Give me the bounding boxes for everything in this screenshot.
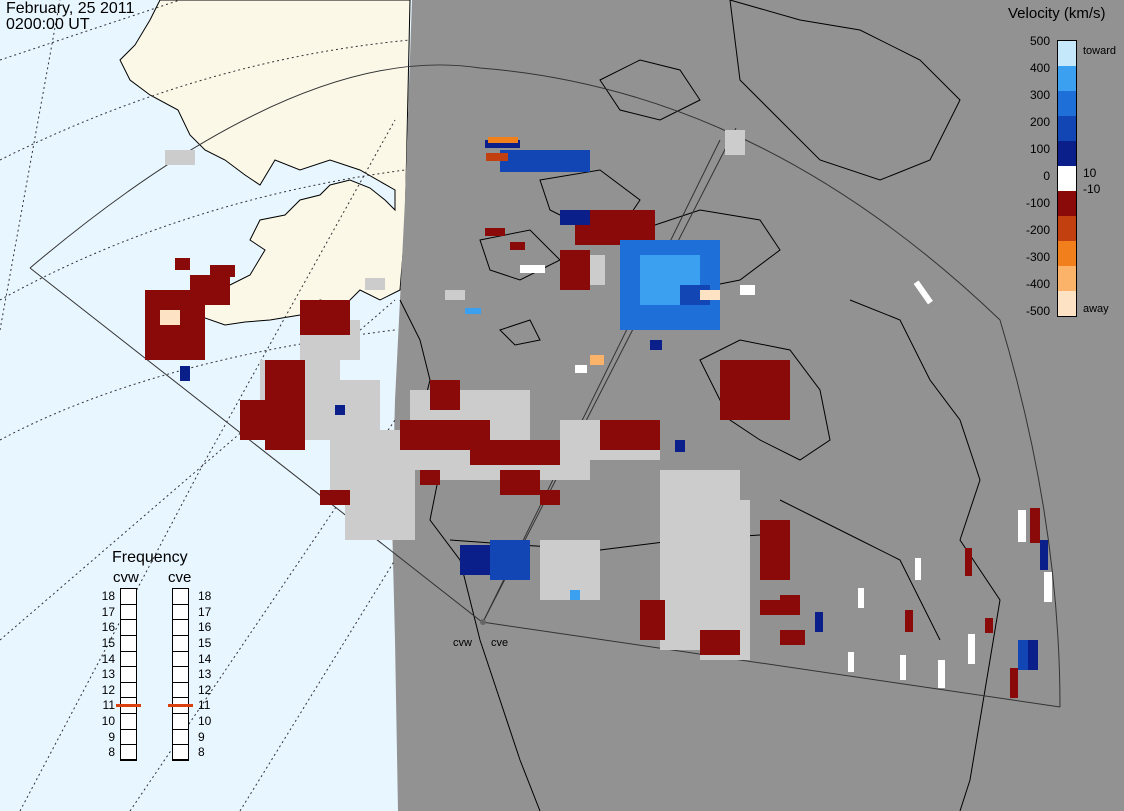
frequency-scale-label-right: 11 [198, 698, 211, 713]
frequency-scale-label-left: 16 [101, 620, 115, 635]
frequency-scale-label-left: 10 [101, 714, 115, 729]
colorbar-away-label: away [1083, 303, 1109, 315]
frequency-scale-label-left: 17 [101, 604, 115, 619]
frequency-gridline [172, 728, 189, 730]
frequency-scale-label-left: 9 [108, 729, 115, 744]
frequency-scale-label-left: 8 [108, 745, 115, 760]
frequency-gridline [120, 744, 137, 746]
frequency-scale-label-right: 16 [198, 620, 212, 635]
frequency-scale-label-right: 15 [198, 635, 212, 650]
frequency-scale-label-right: 17 [198, 604, 212, 619]
colorbar-tick-label: -200 [1025, 223, 1050, 237]
colorbar-minus10-label: -10 [1083, 182, 1101, 196]
frequency-gridline [172, 650, 189, 652]
frequency-marker-cve [168, 704, 193, 708]
frequency-gridline [172, 744, 189, 746]
freq-column-cvw [120, 588, 137, 760]
colorbar-tick-label: 200 [1029, 115, 1050, 129]
frequency-gridline [120, 619, 137, 621]
freq-column-cve [172, 588, 189, 760]
frequency-gridline [172, 634, 189, 636]
frequency-scale-label-right: 9 [198, 729, 205, 744]
frequency-scale-label-right: 14 [198, 651, 212, 666]
radar-label-cve: cve [491, 637, 509, 649]
frequency-gridline [120, 634, 137, 636]
frequency-gridline [172, 760, 189, 761]
frequency-gridline [172, 666, 189, 668]
frequency-scale-label-right: 18 [198, 589, 212, 603]
frequency-scale-label-left: 18 [101, 589, 115, 603]
frequency-scale-label-right: 13 [198, 667, 212, 682]
colorbar-tick-label: -300 [1025, 250, 1050, 264]
frequency-gridline [120, 603, 137, 605]
colorbar-tick-label: 400 [1029, 61, 1050, 75]
colorbar-tick-label: 300 [1029, 88, 1050, 102]
scatter-toward [180, 140, 1048, 670]
frequency-scale-label-left: 13 [101, 667, 115, 682]
map-time: 0200:00 UT [6, 16, 90, 33]
colorbar-tick-label: -500 [1025, 304, 1050, 318]
graticule [0, 0, 411, 811]
frequency-gridline [172, 713, 189, 715]
frequency-gridline [172, 681, 189, 683]
frequency-gridline [120, 728, 137, 730]
frequency-gridline [120, 666, 137, 668]
frequency-scale-label-left: 15 [101, 635, 115, 650]
frequency-scale-label-left: 14 [101, 651, 115, 666]
scatter-near-zero [520, 265, 1052, 688]
frequency-gridline [172, 603, 189, 605]
scatter-away [145, 210, 1040, 698]
radar-label-cvw: cvw [453, 637, 472, 649]
colorbar-tick-label: 500 [1029, 34, 1050, 48]
colorbar-title: Velocity (km/s) [1008, 5, 1106, 22]
frequency-gridline [120, 697, 137, 699]
freq-radar-code-cvw: cvw [113, 569, 139, 586]
frequency-title: Frequency [112, 549, 188, 566]
frequency-gridline [120, 650, 137, 652]
velocity-colorbar [1057, 40, 1077, 317]
frequency-gridline [172, 697, 189, 699]
frequency-scale-label-left: 11 [102, 698, 115, 713]
colorbar-tick-label: 100 [1029, 142, 1050, 156]
frequency-scale-label-right: 10 [198, 714, 212, 729]
frequency-scale-label-right: 12 [198, 682, 212, 697]
map-date: February, 25 2011 [6, 0, 135, 17]
freq-radar-code-cve: cve [168, 569, 192, 586]
frequency-gridline [120, 713, 137, 715]
frequency-gridline [172, 619, 189, 621]
radar-site-marker [480, 619, 486, 625]
frequency-marker-cvw [116, 704, 141, 708]
colorbar-plus10-label: 10 [1083, 166, 1097, 180]
frequency-scale-label-right: 8 [198, 745, 205, 760]
frequency-scale-label-left: 12 [101, 682, 115, 697]
scatter-high-away [160, 137, 720, 365]
frequency-gridline [120, 760, 137, 761]
colorbar-tick-label: -100 [1025, 196, 1050, 210]
frequency-gridline [120, 681, 137, 683]
colorbar-toward-label: toward [1083, 45, 1117, 57]
colorbar-tick-label: -400 [1025, 277, 1050, 291]
colorbar-tick-label: 0 [1043, 169, 1050, 183]
